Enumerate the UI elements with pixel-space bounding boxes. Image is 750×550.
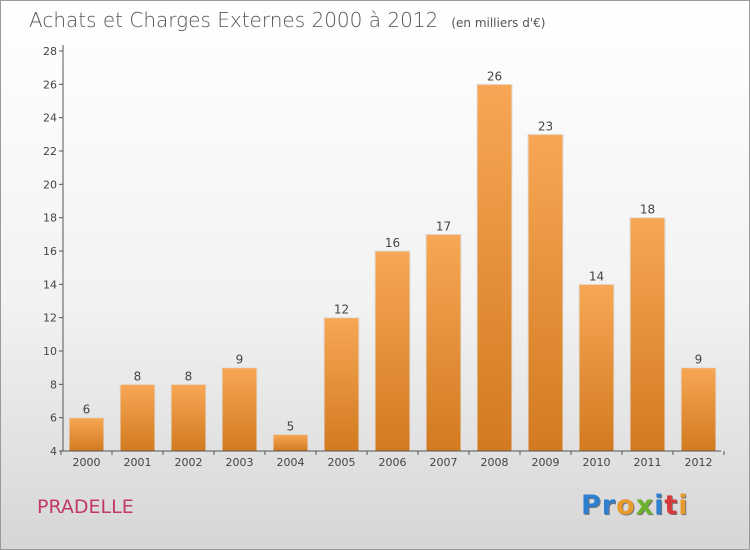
bars-group: 6 8 8 9 5 12 16 17 26 23 14 18 9	[68, 69, 717, 452]
y-tick-label: 8	[50, 378, 57, 391]
x-tick-label: 2011	[634, 456, 662, 469]
x-tick-label: 2010	[583, 456, 611, 469]
data-label: 9	[695, 353, 703, 367]
data-label: 5	[287, 419, 295, 433]
data-label: 14	[589, 269, 604, 283]
chart-title-block: Achats et Charges Externes 2000 à 2012 (…	[29, 8, 545, 32]
bar	[629, 217, 666, 452]
logo-letter: o	[616, 490, 636, 521]
x-tick-label: 2008	[481, 456, 509, 469]
proxiti-logo: Proxiti	[581, 490, 689, 521]
y-tick-label: 12	[43, 312, 57, 325]
x-tick-label: 2006	[379, 456, 407, 469]
data-label: 23	[538, 119, 553, 133]
logo-letter: i	[678, 490, 689, 521]
logo-letter: t	[664, 490, 679, 521]
bar	[527, 133, 564, 452]
bar	[476, 83, 513, 452]
bar	[170, 383, 207, 452]
data-label: 16	[385, 236, 400, 250]
y-tick-label: 4	[50, 445, 57, 458]
data-label: 8	[134, 369, 142, 383]
data-label: 8	[185, 369, 193, 383]
bar	[323, 317, 360, 452]
bar	[425, 233, 462, 452]
x-tick-label: 2000	[73, 456, 101, 469]
data-label: 9	[236, 353, 244, 367]
location-label: PRADELLE	[37, 496, 134, 518]
data-label: 18	[640, 203, 655, 217]
bar	[374, 250, 411, 452]
y-tick-label: 18	[43, 212, 57, 225]
x-tick-label: 2004	[277, 456, 305, 469]
x-tick-label: 2012	[685, 456, 713, 469]
x-tick-label: 2001	[124, 456, 152, 469]
bar	[119, 383, 156, 452]
x-tick-label: 2005	[328, 456, 356, 469]
bar	[221, 367, 258, 452]
chart-title: Achats et Charges Externes 2000 à 2012	[29, 8, 439, 32]
axes-group: 2000 2001 2002 2003 2004 2005 2006 2007 2008 2009…	[43, 45, 725, 469]
bar	[272, 433, 309, 452]
x-tick-label: 2003	[226, 456, 254, 469]
bar	[680, 367, 717, 452]
x-tick-label: 2007	[430, 456, 458, 469]
logo-letter: i	[654, 490, 665, 521]
logo-letter: x	[635, 490, 655, 521]
x-tick-label: 2002	[175, 456, 203, 469]
data-label: 12	[334, 303, 349, 317]
y-tick-label: 28	[43, 45, 57, 58]
data-label: 17	[436, 219, 451, 233]
chart-unit: (en milliers d'€)	[451, 16, 546, 30]
bar	[68, 417, 105, 452]
y-tick-label: 16	[43, 245, 57, 258]
y-tick-label: 6	[50, 412, 57, 425]
y-tick-label: 26	[43, 78, 57, 91]
bar	[578, 283, 615, 452]
y-tick-label: 10	[43, 345, 57, 358]
data-label: 26	[487, 69, 502, 83]
y-tick-label: 14	[43, 278, 57, 291]
y-tick-label: 24	[43, 112, 57, 125]
y-tick-label: 22	[43, 145, 57, 158]
data-label: 6	[83, 403, 91, 417]
logo-letter: P	[581, 490, 602, 521]
x-tick-label: 2009	[532, 456, 560, 469]
logo-letter: r	[601, 490, 617, 521]
y-tick-label: 20	[43, 178, 57, 191]
